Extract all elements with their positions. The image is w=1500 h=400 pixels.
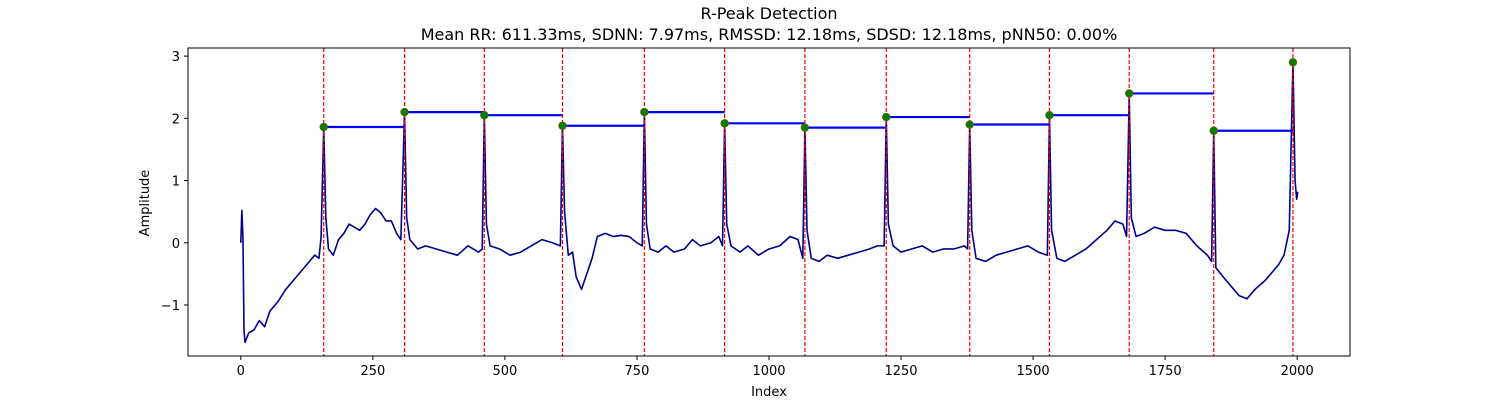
- r-peak-point-4: [558, 121, 567, 130]
- r-peak-point-1: [319, 122, 328, 132]
- ticks-layer: 0 250 500 750 1000 1250 1500 1750 2000 −1 0 1 2 3: [161, 50, 1314, 379]
- r-peak-point-10: [1045, 110, 1054, 120]
- y-tick-label-3: 1: [172, 175, 180, 190]
- y-tick-label-4: 2: [172, 112, 180, 127]
- x-tick-label-8: 1750: [1149, 364, 1182, 379]
- r-peak-point-5: [640, 107, 649, 117]
- x-tick-label-1: 0: [237, 364, 245, 379]
- x-tick-label-5: 1000: [752, 364, 785, 379]
- y-tick-label-5: 3: [172, 50, 180, 65]
- r-peak-point-13: [1288, 58, 1298, 67]
- ecg-signal-line: [240, 61, 1299, 344]
- r-peak-point-9: [965, 120, 974, 129]
- r-peak-point-2: [400, 107, 409, 117]
- x-tick-label-4: 750: [625, 364, 650, 379]
- x-axis-label: Index: [751, 385, 787, 400]
- r-peak-point-11: [1125, 89, 1134, 98]
- chart-subtitle: Mean RR: 611.33ms, SDNN: 7.97ms, RMSSD: …: [421, 25, 1118, 44]
- y-tick-label-2: 0: [172, 237, 180, 252]
- r-peak-point-7: [800, 123, 810, 132]
- x-tick-label-9: 2000: [1281, 364, 1314, 379]
- r-peak-point-6: [720, 119, 729, 128]
- x-tick-label-7: 1500: [1017, 364, 1050, 379]
- r-peak-point-3: [480, 110, 489, 120]
- series-layer: [240, 48, 1299, 356]
- chart-title: R-Peak Detection: [700, 4, 837, 23]
- r-peak-point-8: [882, 112, 891, 122]
- x-tick-label-2: 250: [360, 364, 385, 379]
- y-tick-label-1: −1: [161, 299, 180, 314]
- r-peak-point-12: [1209, 126, 1218, 135]
- y-axis-label: Amplitude: [138, 170, 153, 237]
- x-tick-label-3: 500: [492, 364, 517, 379]
- x-tick-label-6: 1250: [884, 364, 917, 379]
